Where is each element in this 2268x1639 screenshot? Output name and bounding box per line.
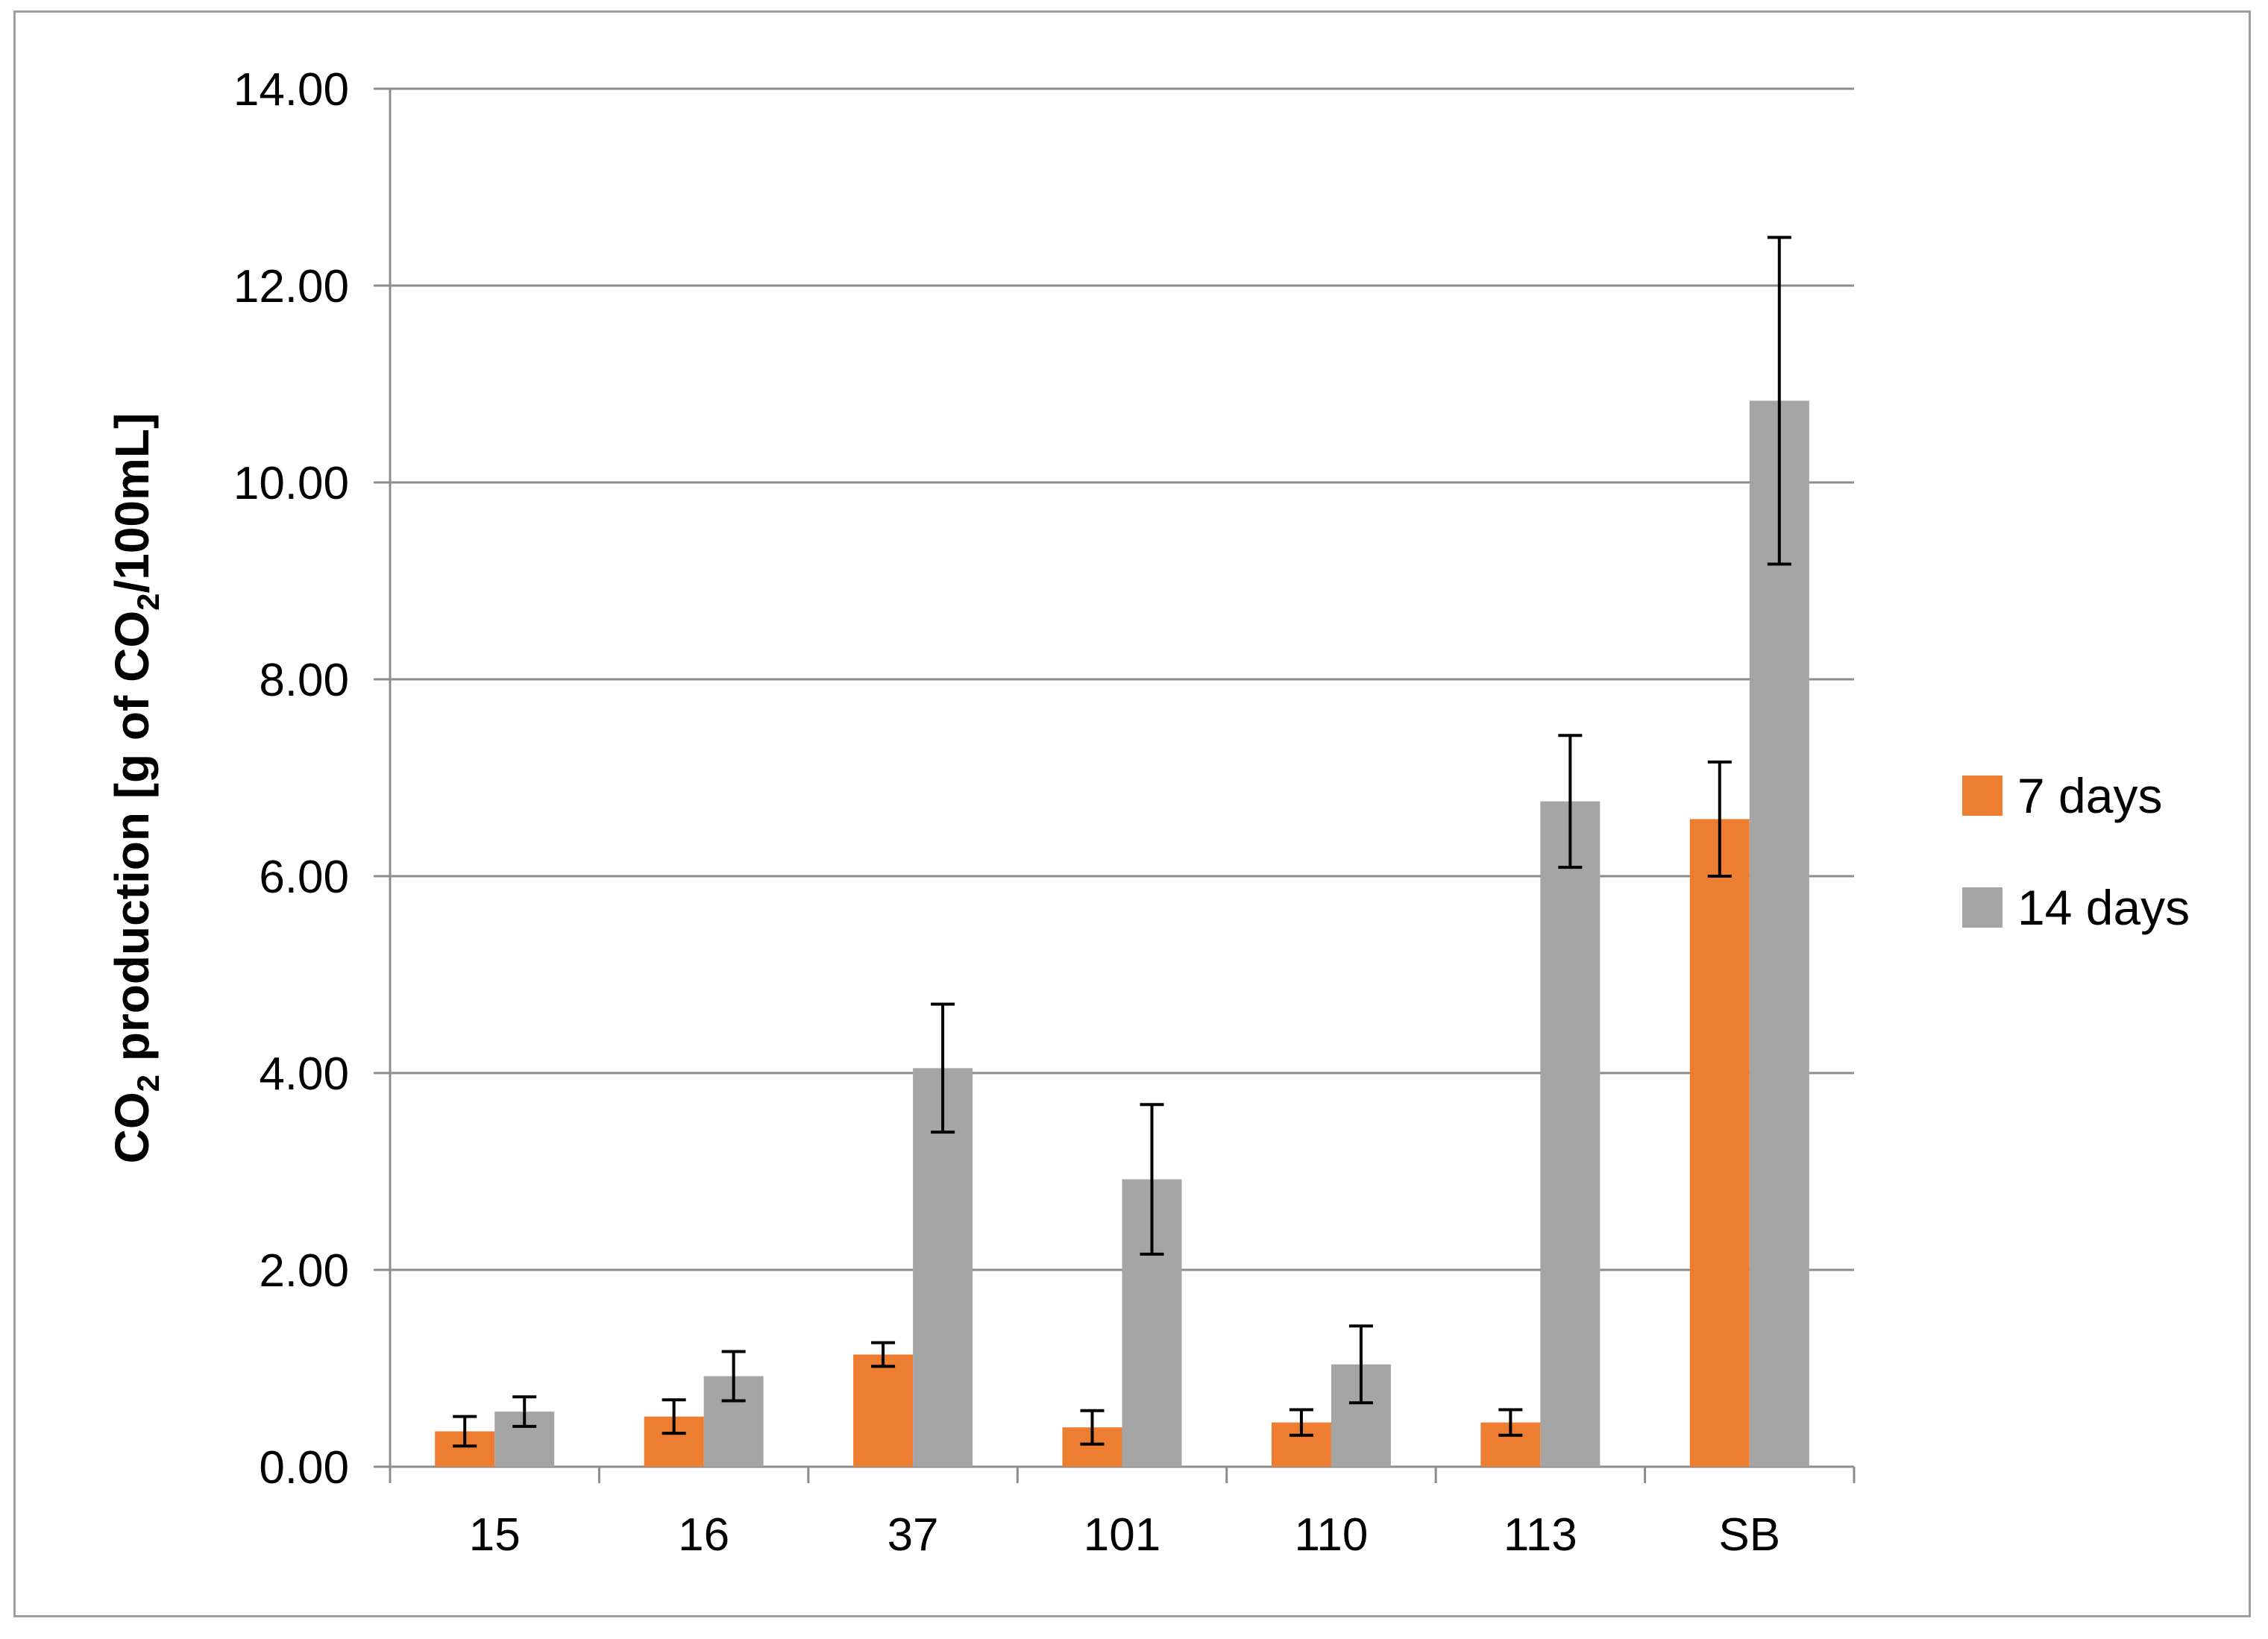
- y-tick-label: 6.00: [259, 852, 349, 903]
- y-axis-label: CO2 production [g of CO2/100mL]: [105, 413, 166, 1164]
- x-tick-label: 16: [678, 1509, 729, 1561]
- bars: [435, 400, 1809, 1467]
- x-tick-label: 110: [1295, 1509, 1369, 1561]
- x-tick-label: 37: [888, 1509, 939, 1561]
- y-tick-label: 8.00: [259, 655, 349, 706]
- legend: 7 days 14 days: [1962, 740, 2190, 963]
- legend-swatch-7-days: [1962, 776, 2002, 816]
- y-tick-label: 12.00: [233, 261, 349, 312]
- y-tick-label: 14.00: [233, 64, 349, 116]
- y-tick-label: 2.00: [259, 1245, 349, 1297]
- bar: [1689, 819, 1750, 1467]
- bar: [853, 1354, 914, 1467]
- error-bars: [453, 236, 1791, 1448]
- legend-item-14-days: 14 days: [1962, 852, 2190, 963]
- legend-label-7-days: 7 days: [2017, 768, 2163, 823]
- tick-labels: 0.00 2.00 4.00 6.00 8.00 10.00 12.00 14.00 15 16 3…: [233, 64, 1780, 1561]
- x-tick-label: SB: [1718, 1509, 1780, 1561]
- chart-frame: 0.00 2.00 4.00 6.00 8.00 10.00 12.00 14.00 15 16 3…: [13, 10, 2251, 1617]
- bar: [1540, 801, 1601, 1467]
- bar: [913, 1068, 973, 1467]
- x-tick-label: 15: [469, 1509, 521, 1561]
- y-tick-label: 4.00: [259, 1048, 349, 1100]
- axes: [374, 89, 1856, 1483]
- bar: [1749, 400, 1809, 1467]
- legend-label-14-days: 14 days: [2017, 880, 2190, 935]
- y-tick-label: 10.00: [233, 458, 349, 509]
- bar-chart: 0.00 2.00 4.00 6.00 8.00 10.00 12.00 14.00 15 16 3…: [105, 64, 1856, 1561]
- y-tick-label: 0.00: [259, 1442, 349, 1494]
- legend-swatch-14-days: [1962, 887, 2002, 928]
- x-tick-label: 113: [1504, 1509, 1577, 1561]
- x-tick-label: 101: [1084, 1509, 1160, 1561]
- gridlines: [374, 87, 1854, 1271]
- legend-item-7-days: 7 days: [1962, 740, 2190, 852]
